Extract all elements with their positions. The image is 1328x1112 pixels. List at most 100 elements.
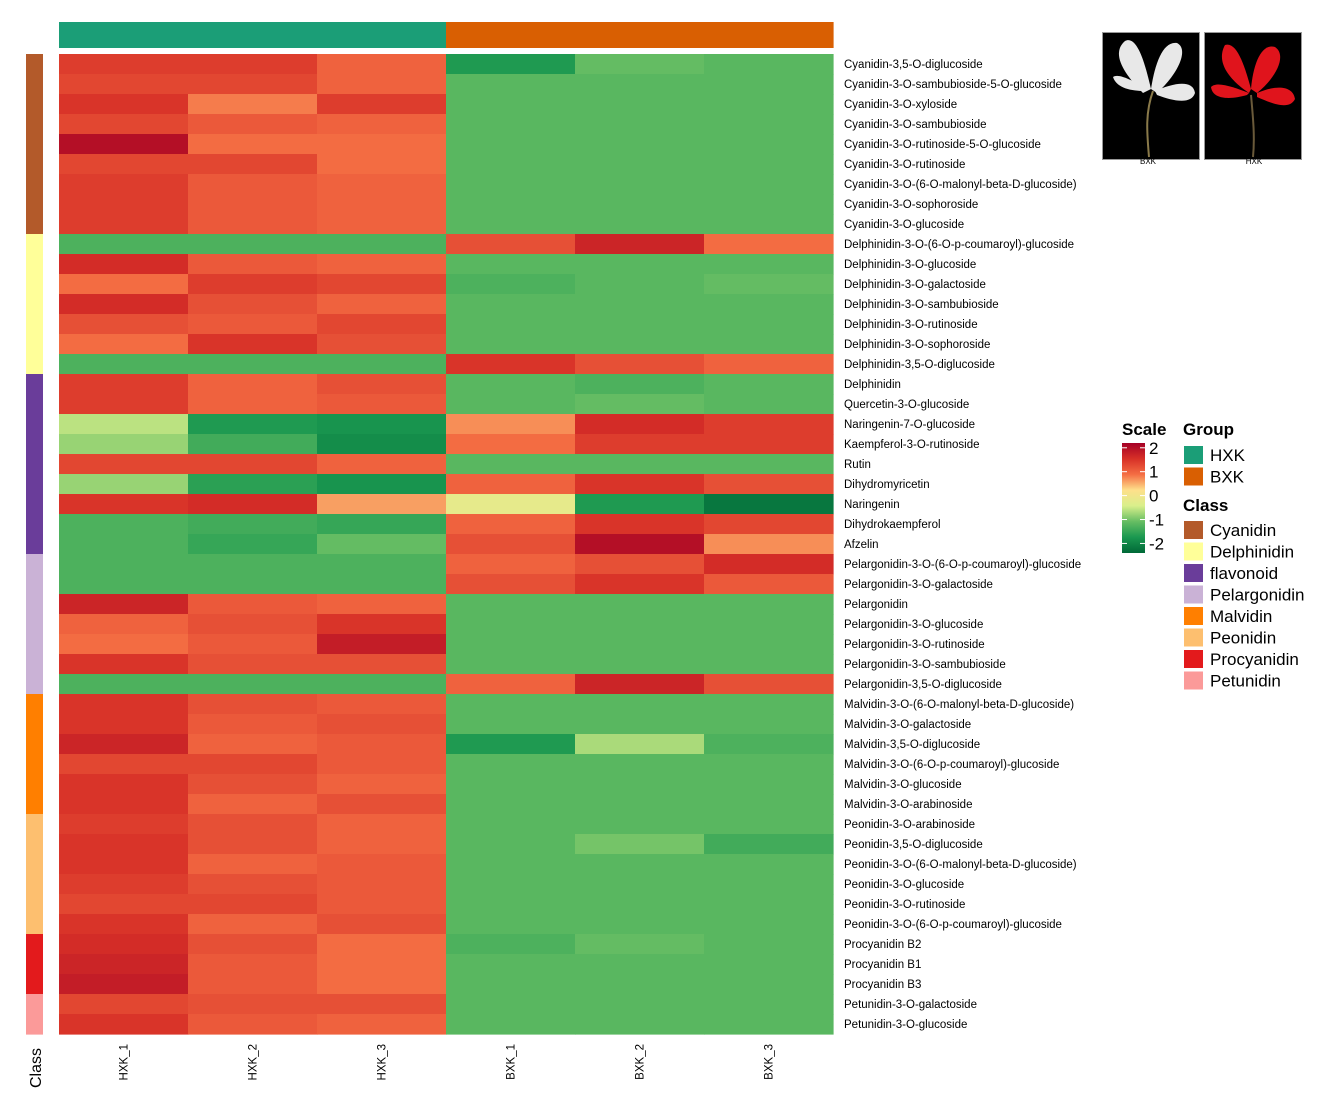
heatmap-cell bbox=[317, 654, 447, 675]
heatmap-cell bbox=[446, 934, 576, 955]
row-label: Rutin bbox=[844, 459, 871, 471]
heatmap-cell bbox=[317, 54, 447, 75]
heatmap-cell bbox=[575, 194, 705, 215]
heatmap-cell bbox=[188, 594, 318, 615]
hxk-flower-photo bbox=[1204, 32, 1302, 160]
row-label: Peonidin-3-O-arabinoside bbox=[844, 819, 975, 831]
heatmap-cell bbox=[704, 294, 834, 315]
row-label: Cyanidin-3-O-sophoroside bbox=[844, 199, 978, 211]
heatmap-cell bbox=[188, 394, 318, 415]
row-label: Cyanidin-3-O-sambubioside bbox=[844, 119, 987, 131]
heatmap-cell bbox=[188, 554, 318, 575]
heatmap-cell bbox=[446, 454, 576, 475]
row-label: Malvidin-3-O-(6-O-p-coumaroyl)-glucoside bbox=[844, 759, 1059, 771]
heatmap-cell bbox=[188, 834, 318, 855]
class-bar-segment bbox=[26, 154, 43, 175]
heatmap-cell bbox=[446, 574, 576, 595]
heatmap-cell bbox=[317, 834, 447, 855]
row-label: Delphinidin-3-O-rutinoside bbox=[844, 319, 978, 331]
heatmap-cell bbox=[575, 714, 705, 735]
class-bar-segment bbox=[26, 454, 43, 475]
class-bar-segment bbox=[26, 354, 43, 375]
heatmap-cell bbox=[704, 674, 834, 695]
heatmap-cell bbox=[59, 114, 189, 135]
heatmap-cell bbox=[446, 914, 576, 935]
heatmap-cell bbox=[59, 834, 189, 855]
heatmap-cell bbox=[704, 654, 834, 675]
heatmap-cell bbox=[59, 534, 189, 555]
column-label: HXK_2 bbox=[248, 1044, 260, 1080]
heatmap-cell bbox=[575, 154, 705, 175]
class-bar-segment bbox=[26, 174, 43, 195]
class-bar-segment bbox=[26, 414, 43, 435]
class-legend-swatch bbox=[1184, 650, 1203, 668]
heatmap-cell bbox=[188, 914, 318, 935]
class-legend-label: Malvidin bbox=[1210, 607, 1272, 626]
bxk-photo-label: BXK bbox=[1139, 157, 1156, 166]
heatmap-cell bbox=[188, 814, 318, 835]
row-label: Afzelin bbox=[844, 539, 879, 551]
heatmap-cell bbox=[188, 174, 318, 195]
row-label: Peonidin-3-O-rutinoside bbox=[844, 899, 965, 911]
class-legend-swatch bbox=[1184, 628, 1203, 647]
heatmap-cell bbox=[188, 954, 318, 975]
heatmap-cell bbox=[59, 154, 189, 175]
heatmap-cell bbox=[59, 394, 189, 415]
heatmap-cell bbox=[317, 194, 447, 215]
class-bar-segment bbox=[26, 294, 43, 315]
class-bar-segment bbox=[26, 874, 43, 895]
class-bar-segment bbox=[26, 114, 43, 135]
heatmap-cell bbox=[59, 54, 189, 75]
heatmap-cell bbox=[317, 754, 447, 775]
heatmap-cell bbox=[59, 294, 189, 315]
heatmap-cell bbox=[704, 774, 834, 795]
heatmap-cell bbox=[575, 534, 705, 555]
heatmap-cell bbox=[59, 454, 189, 475]
heatmap-cell bbox=[59, 774, 189, 795]
group-bar-segment bbox=[317, 22, 447, 48]
heatmap-cell bbox=[59, 1014, 189, 1035]
row-label: Malvidin-3,5-O-diglucoside bbox=[844, 739, 980, 751]
heatmap-cell bbox=[446, 534, 576, 555]
heatmap-cell bbox=[575, 214, 705, 235]
heatmap-cell bbox=[704, 834, 834, 855]
row-label: Quercetin-3-O-glucoside bbox=[844, 399, 969, 411]
heatmap-cell bbox=[59, 474, 189, 495]
heatmap-cell bbox=[704, 134, 834, 155]
row-label: Delphinidin bbox=[844, 379, 901, 391]
heatmap-cell bbox=[575, 474, 705, 495]
group-legend-label: BXK bbox=[1210, 468, 1245, 487]
heatmap-cell bbox=[446, 214, 576, 235]
class-bar-segment bbox=[26, 514, 43, 535]
group-bar-segment bbox=[188, 22, 318, 48]
class-bar-segment bbox=[26, 854, 43, 875]
heatmap-cell bbox=[704, 794, 834, 815]
class-bar-segment bbox=[26, 54, 43, 75]
heatmap-cell bbox=[188, 434, 318, 455]
heatmap-cell bbox=[317, 634, 447, 655]
heatmap-cell bbox=[446, 994, 576, 1015]
heatmap-cell bbox=[704, 734, 834, 755]
heatmap-cell bbox=[575, 934, 705, 955]
heatmap-cell bbox=[317, 774, 447, 795]
heatmap-cell bbox=[575, 794, 705, 815]
row-label: Delphinidin-3-O-(6-O-p-coumaroyl)-glucos… bbox=[844, 239, 1074, 251]
scale-tick-label: 1 bbox=[1149, 463, 1158, 482]
heatmap-cell bbox=[704, 74, 834, 95]
heatmap-cell bbox=[446, 94, 576, 115]
heatmap-cell bbox=[446, 594, 576, 615]
row-label: Cyanidin-3-O-(6-O-malonyl-beta-D-glucosi… bbox=[844, 179, 1077, 191]
heatmap-cell bbox=[59, 674, 189, 695]
heatmap-cell bbox=[575, 954, 705, 975]
heatmap-cell bbox=[704, 214, 834, 235]
column-label: HXK_3 bbox=[377, 1044, 389, 1080]
heatmap-cell bbox=[446, 554, 576, 575]
class-bar-segment bbox=[26, 134, 43, 155]
heatmap-cell bbox=[704, 354, 834, 375]
heatmap-cell bbox=[575, 594, 705, 615]
heatmap-cell bbox=[317, 734, 447, 755]
heatmap-cell bbox=[575, 754, 705, 775]
heatmap-cell bbox=[59, 574, 189, 595]
class-legend-label: Peonidin bbox=[1210, 629, 1276, 648]
heatmap-cell bbox=[446, 194, 576, 215]
